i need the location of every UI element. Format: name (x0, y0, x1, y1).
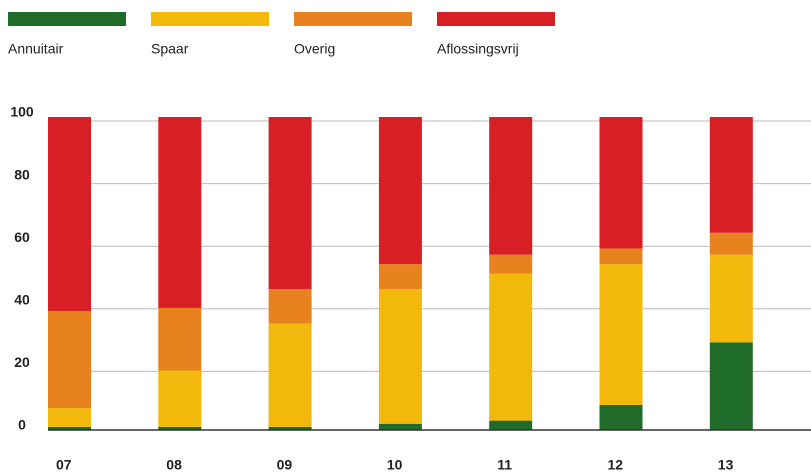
y-tick-label: 60 (14, 229, 30, 245)
x-tick-label: 11 (497, 457, 512, 473)
x-tick-label: 10 (387, 457, 403, 473)
bar-segment (489, 420, 533, 430)
legend-label: Spaar (151, 41, 189, 57)
x-tick-label: 13 (718, 457, 734, 473)
bar-segment (709, 117, 753, 233)
legend-swatch (294, 12, 412, 26)
x-tick-label: 08 (166, 457, 182, 473)
bar-segment (158, 307, 202, 371)
bar-segment (378, 289, 422, 424)
x-tick-label: 09 (277, 457, 293, 473)
x-tick-label: 07 (56, 457, 72, 473)
y-tick-label: 20 (14, 354, 30, 370)
y-tick-label: 80 (14, 166, 30, 182)
bar-segment (158, 117, 202, 308)
bar-segment (599, 117, 643, 249)
bar-segment (599, 264, 643, 405)
bar-segment (48, 311, 91, 409)
y-tick-label: 100 (10, 104, 34, 120)
bar-segment (48, 117, 91, 312)
bar-segment (378, 117, 422, 265)
bar-segment (709, 342, 753, 430)
bar-segment (268, 426, 312, 430)
bar-segment (378, 264, 422, 290)
bar-segment (158, 426, 202, 430)
legend-swatch (8, 12, 126, 26)
legend-swatch (437, 12, 555, 26)
bar-segment (48, 408, 91, 427)
bar-segment (709, 254, 753, 343)
bar-segment (268, 323, 312, 427)
bar-segment (489, 254, 533, 274)
bar-segment (599, 248, 643, 265)
bar-segment (268, 289, 312, 324)
legend-swatch (151, 12, 269, 26)
legend-label: Overig (294, 41, 335, 57)
y-tick-label: 40 (14, 292, 30, 308)
bar-segment (158, 370, 202, 427)
y-tick-label: 0 (18, 417, 26, 433)
legend-label: Aflossingsvrij (437, 41, 519, 57)
bar-segment (489, 117, 533, 255)
bar-segment (48, 426, 91, 430)
bar-segment (709, 232, 753, 255)
bar-segment (268, 117, 312, 290)
bar-segment (378, 423, 422, 430)
bar-segment (489, 273, 533, 421)
x-tick-label: 12 (608, 457, 624, 473)
legend-label: Annuitair (8, 41, 64, 57)
bar-segment (599, 404, 643, 430)
